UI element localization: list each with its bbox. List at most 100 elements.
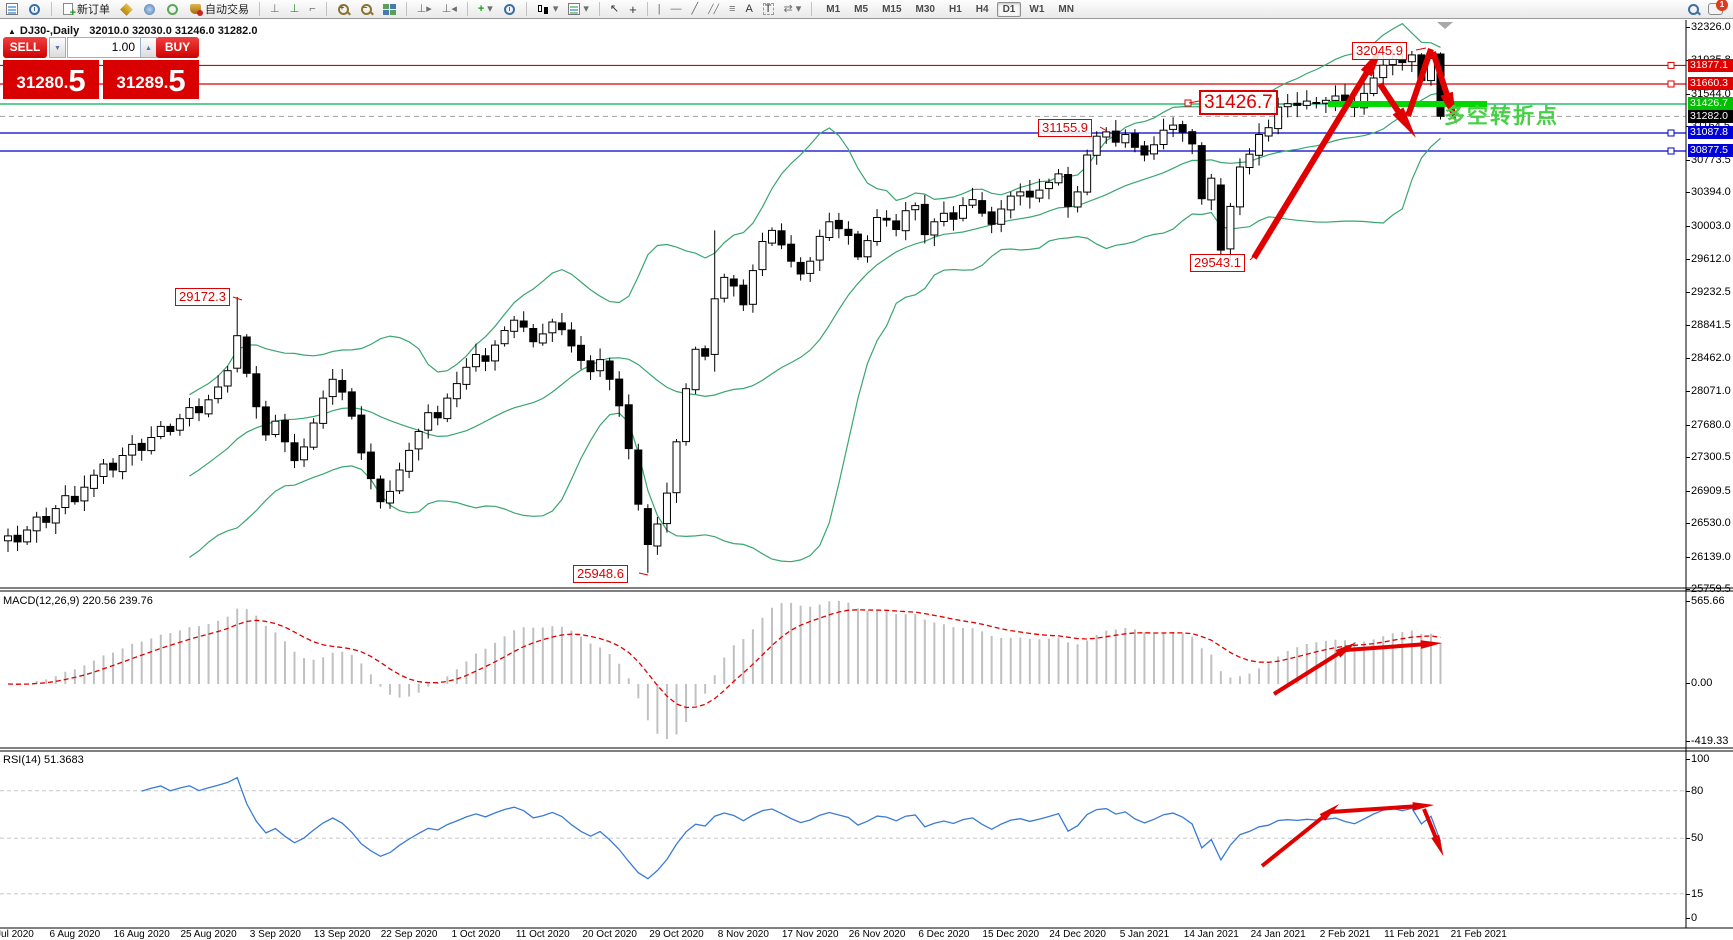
new-order-icon <box>63 3 76 19</box>
chart-window-button[interactable] <box>4 1 20 18</box>
trendline-tool-button[interactable]: ╱ <box>690 1 701 18</box>
turning-point-annotation[interactable]: 多空转折点 <box>1444 105 1559 128</box>
timeframe-button-mn[interactable]: MN <box>1058 3 1074 15</box>
zoom-out-icon: − <box>360 3 373 16</box>
price-axis-tick: 32326.0 <box>1686 21 1733 33</box>
chart-line-icon: ⌐ <box>309 2 316 15</box>
auto-trading-button[interactable]: 自动交易 <box>187 1 251 18</box>
timeframe-button-m5[interactable]: M5 <box>854 3 869 15</box>
tile-windows-button[interactable] <box>381 1 398 18</box>
tile-windows-icon <box>382 3 396 15</box>
vline-tool-button[interactable]: | <box>656 1 663 18</box>
chat-icon[interactable]: 1 <box>1708 0 1728 15</box>
label-tool-icon: T <box>762 3 774 15</box>
date-axis-label: 8 Nov 2020 <box>717 929 769 940</box>
rsi-axis-tick: 15 <box>1686 888 1733 900</box>
price-annotation-box[interactable]: 31155.9 <box>1038 119 1093 137</box>
buy-button[interactable]: BUY <box>156 37 199 58</box>
rsi-axis-tick: 80 <box>1686 785 1733 797</box>
collapse-triangle-icon[interactable]: ▲ <box>8 27 16 36</box>
search-icon[interactable] <box>1687 3 1700 16</box>
hline-tool-button[interactable]: — <box>669 1 684 18</box>
price-axis-tick: 28071.0 <box>1686 385 1733 397</box>
date-axis-label: 11 Oct 2020 <box>515 929 570 940</box>
price-axis-badge: 31087.8 <box>1688 126 1733 140</box>
date-axis-label: 22 Sep 2020 <box>380 929 438 940</box>
chart-line-button[interactable]: ⌐ <box>307 1 317 18</box>
timeframe-button-d1[interactable]: D1 <box>996 1 1022 17</box>
buy-price-panel[interactable]: 31289. 5 <box>103 60 199 99</box>
cursor-tool-button[interactable]: ↖ <box>608 1 621 18</box>
chart-shift-button[interactable]: ⊥◂ <box>440 1 459 18</box>
add-indicator-button[interactable]: + ▾ <box>476 1 495 18</box>
fibonacci-tool-button[interactable]: ≡ <box>727 1 737 18</box>
template-button[interactable]: ▾ <box>566 1 591 18</box>
sell-price-pips: 5 <box>68 63 86 98</box>
timeframe-button-w1[interactable]: W1 <box>1029 3 1045 15</box>
volume-input[interactable]: 1.00 <box>67 37 141 58</box>
date-axis-label: 16 Aug 2020 <box>113 929 170 940</box>
chart-symbol-period: DJ30-,Daily <box>19 25 80 37</box>
chart-candles-icon: ⊥ <box>289 2 300 15</box>
chart-window-icon <box>6 3 18 15</box>
timeframe-button-m1[interactable]: M1 <box>826 3 841 15</box>
buy-price: 31289. <box>116 73 169 92</box>
date-axis-label: 14 Jan 2021 <box>1183 929 1239 940</box>
volume-increase-button[interactable]: ▲ <box>140 37 157 58</box>
text-tool-icon: A <box>745 2 753 15</box>
label-tool-button[interactable]: T <box>761 1 776 18</box>
chart-bars-icon: ⊥ <box>270 2 280 15</box>
date-axis-label: 2 Feb 2021 <box>1319 929 1371 940</box>
zoom-in-button[interactable]: + <box>335 1 352 18</box>
price-axis-tick: 27300.5 <box>1686 451 1733 463</box>
channel-tool-button[interactable]: ╱╱ <box>706 1 721 18</box>
notification-badge: 1 <box>1716 0 1728 11</box>
timeframe-button-h1[interactable]: H1 <box>948 3 962 15</box>
chart-shift-marker-icon[interactable] <box>1437 22 1453 29</box>
channel-icon: ╱╱ <box>708 3 720 14</box>
chart-bars-button[interactable]: ⊥ <box>268 1 282 18</box>
price-annotation-box[interactable]: 32045.9 <box>1352 42 1407 60</box>
price-annotation-box[interactable]: 29543.1 <box>1190 254 1245 272</box>
price-axis-tick: 26909.5 <box>1686 485 1733 497</box>
date-axis-label: 5 Jan 2021 <box>1119 929 1170 940</box>
text-tool-button[interactable]: A <box>743 1 754 18</box>
chart-type-button[interactable]: ▾ <box>535 1 561 18</box>
volume-decrease-button[interactable]: ▼ <box>49 37 66 58</box>
timeframe-button-h4[interactable]: H4 <box>975 3 989 15</box>
price-annotation-box[interactable]: 25948.6 <box>573 565 628 583</box>
one-click-trading-panel: SELL ▼ 1.00 ▲ BUY 31280. 5 31289. 5 <box>3 37 199 99</box>
period-button[interactable] <box>501 1 518 18</box>
date-axis-label: 21 Feb 2021 <box>1450 929 1507 940</box>
zoom-out-button[interactable]: − <box>358 1 375 18</box>
date-axis-label: 29 Oct 2020 <box>649 929 704 940</box>
crosshair-tool-button[interactable]: + <box>627 1 639 18</box>
macd-axis-zero: 0.00 <box>1686 677 1733 689</box>
auto-trading-icon <box>190 4 203 16</box>
sell-button[interactable]: SELL <box>3 37 47 58</box>
macd-label: MACD(12,26,9) 220.56 239.76 <box>3 595 153 607</box>
signals-button[interactable] <box>164 1 181 18</box>
profile-button[interactable] <box>141 1 158 18</box>
auto-scroll-button[interactable]: ⊥▸ <box>415 1 434 18</box>
tick-chart-button[interactable] <box>26 1 43 18</box>
price-axis-tick: 26139.0 <box>1686 551 1733 563</box>
sell-price-panel[interactable]: 31280. 5 <box>3 60 99 99</box>
zoom-in-icon: + <box>337 3 350 16</box>
price-annotation-box[interactable]: 29172.3 <box>175 288 230 306</box>
rsi-label: RSI(14) 51.3683 <box>3 754 84 766</box>
chart-candles-button[interactable]: ⊥ <box>288 1 302 18</box>
vertical-line-icon: | <box>657 2 661 15</box>
arrows-tool-button[interactable]: ⇄ ▾ <box>783 2 802 15</box>
price-axis-tick: 27680.0 <box>1686 419 1733 431</box>
price-axis-tick: 29232.5 <box>1686 286 1733 298</box>
timeframe-bar: M1 M5 M15 M30 H1 H4 D1 W1 MN <box>820 1 1080 17</box>
new-order-button[interactable]: 新订单 <box>60 1 112 19</box>
date-axis-label: 25 Aug 2020 <box>180 929 237 940</box>
date-axis-label: 1 Oct 2020 <box>451 929 501 940</box>
timeframe-button-m15[interactable]: M15 <box>882 3 902 15</box>
timeframe-button-m30[interactable]: M30 <box>915 3 935 15</box>
price-annotation-box[interactable]: 31426.7 <box>1199 90 1278 115</box>
price-axis-badge: 31660.3 <box>1688 77 1733 91</box>
